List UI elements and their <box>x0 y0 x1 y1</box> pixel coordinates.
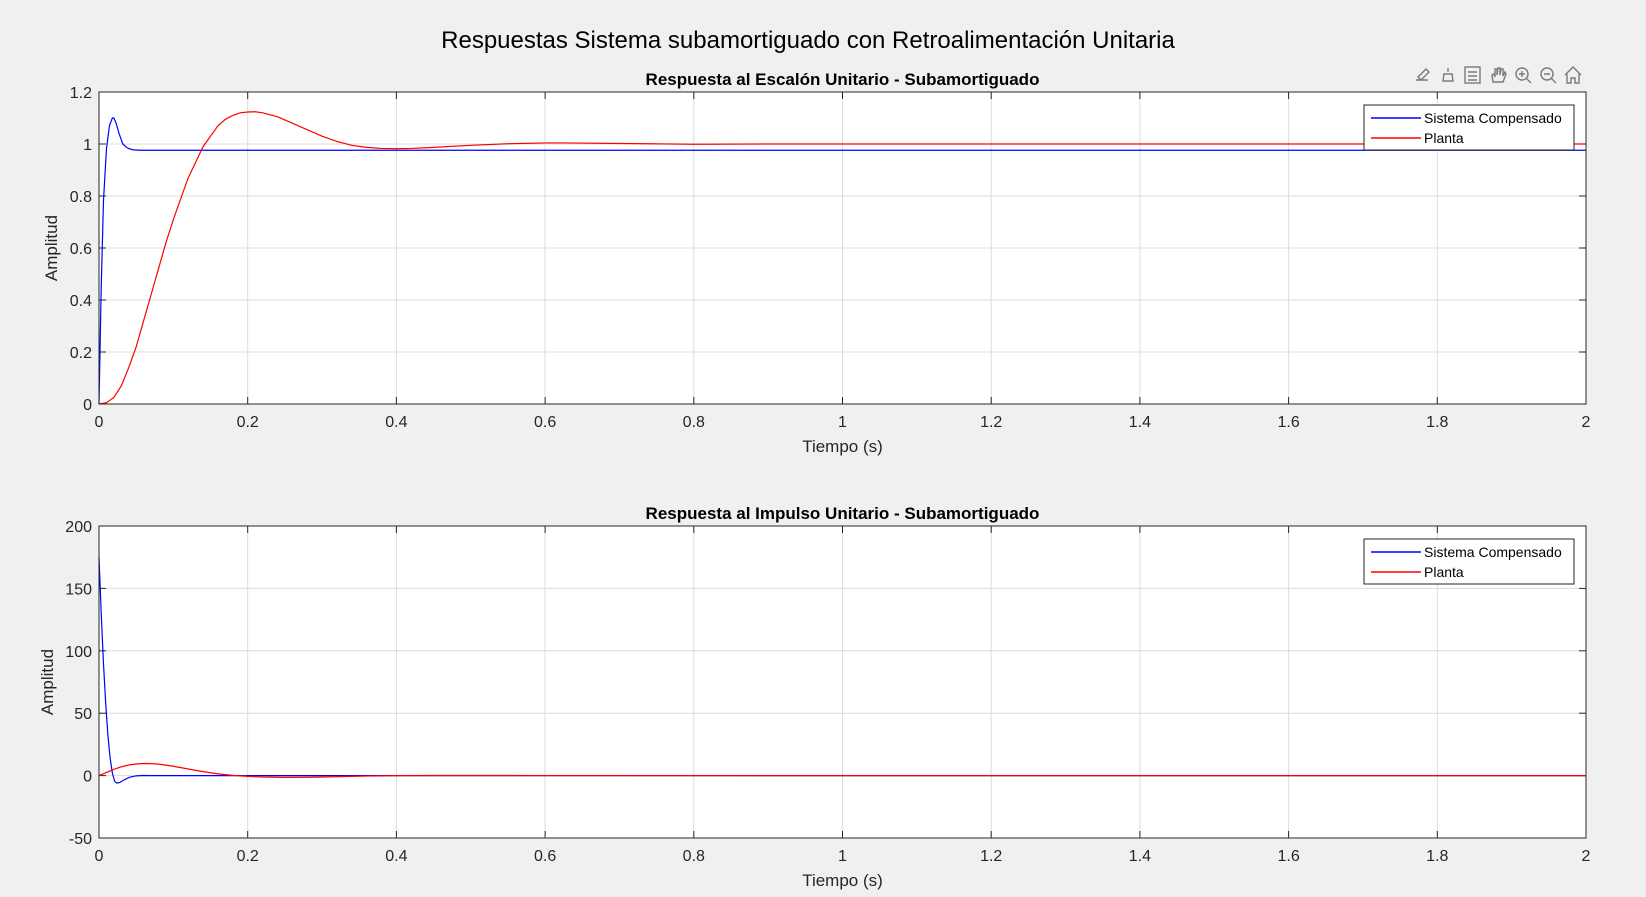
zoom-out-icon[interactable] <box>1540 67 1557 84</box>
chart-2-xtick-label: 2 <box>1582 848 1591 865</box>
chart-1-xtick-label: 0 <box>95 414 104 431</box>
chart-1-xtick-label: 0.8 <box>683 414 705 431</box>
chart-2-xtick-label: 0.6 <box>534 848 556 865</box>
chart-1-series-sistema-compensado <box>98 117 1586 405</box>
chart-1-ytick-label: 0.2 <box>70 345 92 362</box>
chart-1-series-planta <box>98 111 1586 405</box>
chart-2-title: Respuesta al Impulso Unitario - Subamort… <box>646 504 1040 523</box>
chart-1-title: Respuesta al Escalón Unitario - Subamort… <box>646 70 1040 89</box>
chart-2-xtick-label: 0.4 <box>385 848 407 865</box>
chart-2-legend-entry: Planta <box>1424 564 1464 580</box>
chart-2-ytick-label: 50 <box>74 706 92 723</box>
chart-1-legend-box <box>1363 104 1575 151</box>
chart-1-xtick-label: 1.2 <box>980 414 1002 431</box>
chart-2-xtick-label: 0 <box>95 848 104 865</box>
chart-2-legend[interactable]: Sistema Compensado Planta <box>1363 538 1575 585</box>
chart-1-ytick-label: 1.2 <box>70 85 92 102</box>
chart-1-axes-box <box>98 91 1587 405</box>
home-icon[interactable] <box>1564 66 1582 84</box>
chart-2-axes[interactable]: 0 0.2 0.4 0.6 0.8 1 1.2 1.4 1.6 1.8 2-500501001502… <box>38 504 1591 890</box>
chart-2-series-planta <box>98 762 1586 778</box>
chart-2-xtick-label: 1.8 <box>1426 848 1448 865</box>
chart-2-xtick-label: 0.8 <box>683 848 705 865</box>
chart-1-xtick-label: 1.4 <box>1129 414 1151 431</box>
chart-1-legend-entry: Sistema Compensado <box>1424 110 1562 126</box>
axes-toolbar <box>1416 66 1582 84</box>
chart-1-xtick-label: 2 <box>1582 414 1591 431</box>
chart-1-ytick-label: 0 <box>83 397 92 414</box>
chart-1-xtick-label: 1 <box>838 414 847 431</box>
chart-1-xtick-label: 0.6 <box>534 414 556 431</box>
chart-1-xlabel: Tiempo (s) <box>802 437 883 456</box>
figure-title: Respuestas Sistema subamortiguado con Re… <box>441 27 1175 54</box>
chart-2-ytick-label: 150 <box>65 581 92 598</box>
zoom-in-icon[interactable] <box>1515 67 1532 84</box>
chart-2-ytick-label: 200 <box>65 519 92 536</box>
pan-hand-icon[interactable] <box>1491 67 1507 83</box>
chart-1-ytick-label: 0.6 <box>70 241 92 258</box>
brush-icon[interactable] <box>1416 68 1430 81</box>
chart-1-ylabel: Amplitud <box>42 215 61 281</box>
chart-1-ytick-label: 1 <box>83 137 92 154</box>
chart-1-xtick-label: 0.2 <box>237 414 259 431</box>
chart-2-axes-box <box>98 525 1587 839</box>
chart-2-xtick-label: 0.2 <box>237 848 259 865</box>
chart-2-legend-box <box>1363 538 1575 585</box>
chart-2-ytick-label: 100 <box>65 644 92 661</box>
chart-2-series-sistema-compensado <box>98 557 1586 784</box>
chart-1-legend-entry: Planta <box>1424 130 1464 146</box>
chart-1-axes[interactable]: 0 0.2 0.4 0.6 0.8 1 1.2 1.4 1.6 1.8 2 0 0.2 0.4 0.6 0.8… <box>42 70 1591 456</box>
chart-1-ytick-label: 0.8 <box>70 189 92 206</box>
chart-2-ytick-label: 0 <box>83 769 92 786</box>
chart-1-ytick-label: 0.4 <box>70 293 92 310</box>
legend-icon[interactable] <box>1464 66 1481 84</box>
chart-2-ytick-label: -50 <box>69 831 92 848</box>
chart-2-legend-entry: Sistema Compensado <box>1424 544 1562 560</box>
chart-1-legend[interactable]: Sistema Compensado Planta <box>1363 104 1575 151</box>
chart-2-xlabel: Tiempo (s) <box>802 871 883 890</box>
chart-2-ylabel: Amplitud <box>38 649 57 715</box>
chart-2-xtick-label: 1.6 <box>1277 848 1299 865</box>
chart-2-xtick-label: 1.4 <box>1129 848 1151 865</box>
chart-1-xtick-label: 1.8 <box>1426 414 1448 431</box>
chart-2-xtick-label: 1 <box>838 848 847 865</box>
chart-1-xtick-label: 1.6 <box>1277 414 1299 431</box>
chart-2-xtick-label: 1.2 <box>980 848 1002 865</box>
chart-1-xtick-label: 0.4 <box>385 414 407 431</box>
data-cursor-icon[interactable] <box>1442 68 1454 82</box>
